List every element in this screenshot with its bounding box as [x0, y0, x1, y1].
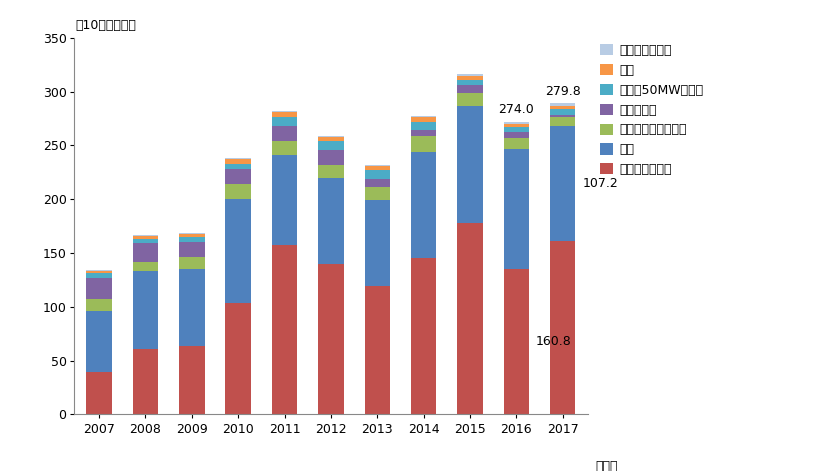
Bar	[364, 286, 390, 414]
Bar	[550, 126, 575, 241]
Bar	[550, 103, 575, 106]
Bar	[272, 112, 297, 117]
Bar	[411, 259, 436, 414]
Bar	[550, 106, 575, 109]
Bar	[458, 223, 483, 414]
Bar	[411, 116, 436, 117]
Bar	[87, 311, 112, 373]
Bar	[132, 244, 158, 261]
Bar	[318, 264, 344, 414]
Bar	[179, 233, 204, 234]
Bar	[503, 148, 529, 269]
Bar	[225, 163, 251, 169]
Bar	[503, 124, 529, 127]
Bar	[225, 159, 251, 163]
Bar	[503, 122, 529, 124]
Bar	[364, 165, 390, 166]
Bar	[364, 170, 390, 179]
Bar	[272, 155, 297, 245]
Text: （10億米ドル）: （10億米ドル）	[76, 19, 136, 32]
Bar	[318, 136, 344, 137]
Bar	[318, 150, 344, 165]
Bar	[411, 130, 436, 136]
Bar	[132, 349, 158, 414]
Bar	[179, 269, 204, 346]
Bar	[87, 271, 112, 274]
Bar	[458, 93, 483, 106]
Bar	[87, 270, 112, 271]
Text: 274.0: 274.0	[498, 103, 534, 116]
Bar	[364, 200, 390, 286]
Bar	[272, 141, 297, 155]
Bar	[458, 76, 483, 80]
Bar	[458, 106, 483, 223]
Bar	[411, 152, 436, 259]
Bar	[272, 245, 297, 414]
Bar	[550, 117, 575, 126]
Bar	[364, 179, 390, 187]
Bar	[225, 184, 251, 199]
Bar	[411, 136, 436, 152]
Bar	[318, 165, 344, 178]
Bar	[225, 169, 251, 184]
Legend: 海洋エネルギー, 地熱, 水力（50MW未満）, バイオ燃料, バイオマス・廃棄物, 風力, 太陽エネルギー: 海洋エネルギー, 地熱, 水力（50MW未満）, バイオ燃料, バイオマス・廃棄…	[600, 44, 703, 176]
Bar	[179, 234, 204, 237]
Bar	[225, 302, 251, 414]
Bar	[132, 235, 158, 236]
Bar	[225, 199, 251, 302]
Bar	[364, 187, 390, 200]
Bar	[87, 299, 112, 311]
Bar	[132, 239, 158, 244]
Bar	[87, 373, 112, 414]
Bar	[132, 271, 158, 349]
Bar	[132, 236, 158, 239]
Bar	[318, 137, 344, 141]
Text: 107.2: 107.2	[583, 177, 618, 190]
Text: 160.8: 160.8	[536, 335, 572, 349]
Bar	[503, 269, 529, 414]
Bar	[87, 278, 112, 299]
Text: （年）: （年）	[596, 460, 618, 471]
Bar	[272, 111, 297, 112]
Bar	[87, 274, 112, 278]
Bar	[272, 117, 297, 126]
Bar	[550, 109, 575, 115]
Bar	[550, 115, 575, 117]
Bar	[458, 74, 483, 76]
Bar	[272, 126, 297, 141]
Text: 279.8: 279.8	[545, 85, 581, 98]
Bar	[458, 80, 483, 85]
Bar	[179, 346, 204, 414]
Bar	[179, 237, 204, 242]
Bar	[411, 117, 436, 122]
Bar	[503, 132, 529, 138]
Bar	[225, 158, 251, 159]
Bar	[503, 127, 529, 132]
Bar	[503, 138, 529, 148]
Bar	[179, 257, 204, 269]
Bar	[132, 261, 158, 271]
Bar	[318, 178, 344, 264]
Bar	[318, 141, 344, 150]
Bar	[550, 241, 575, 414]
Bar	[179, 242, 204, 257]
Bar	[458, 85, 483, 93]
Bar	[364, 166, 390, 170]
Bar	[411, 122, 436, 130]
